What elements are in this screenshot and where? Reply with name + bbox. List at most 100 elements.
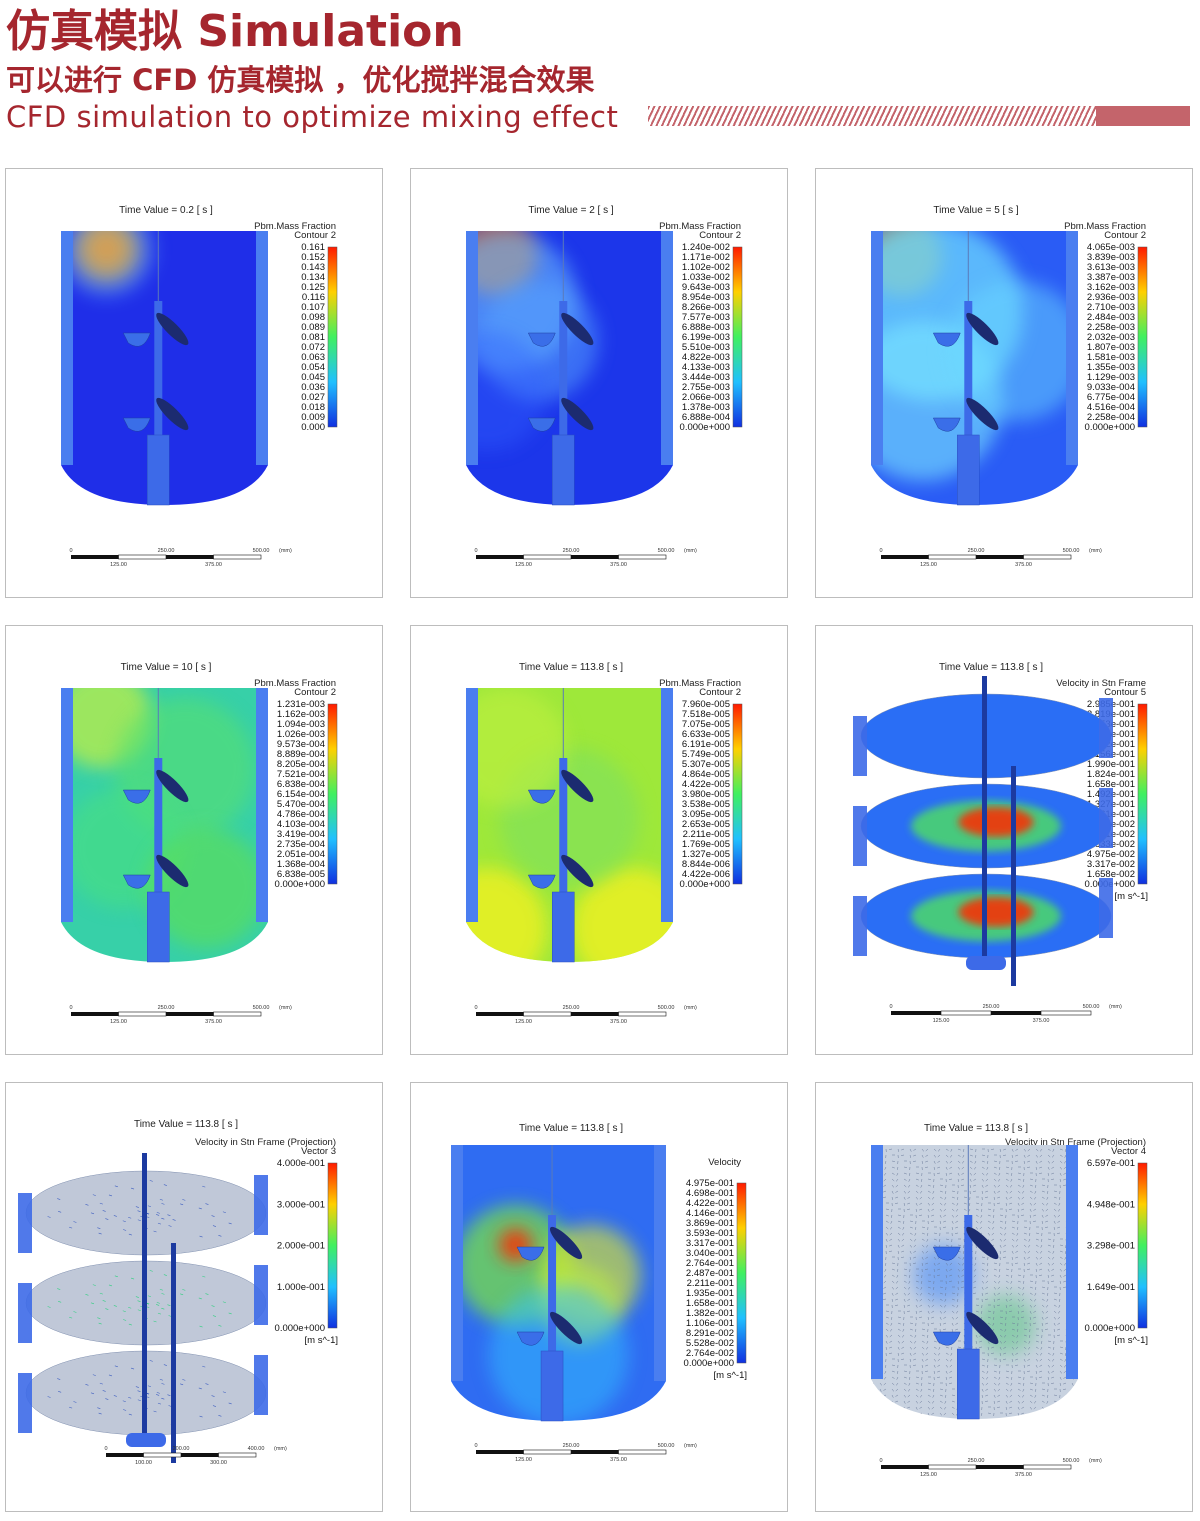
simulation-figure: Time Value = 2 [ s ] Pbm.Mass FractionCon… (466, 205, 743, 568)
simulation-figure: Time Value = 113.8 [ s ] Velocity in Stn … (853, 662, 1148, 1024)
simulation-panel-5: Time Value = 113.8 [ s ] Pbm.Mass Fractio… (410, 625, 788, 1055)
legend-value: 0.027 (301, 392, 325, 403)
tank-geometry (451, 1145, 666, 1422)
legend-value: 3.000e-001 (277, 1199, 325, 1210)
scale-bar-label: 375.00 (610, 1457, 627, 1463)
color-legend-bar (732, 246, 743, 428)
legend-value: 4.864e-005 (682, 769, 730, 780)
legend-value: 0.081 (301, 332, 325, 343)
scale-bar-label: 375.00 (610, 1019, 627, 1025)
legend-subtitle: Vector 4 (1111, 1146, 1146, 1157)
color-legend-bar (327, 1162, 338, 1329)
page-subtitle-en: CFD simulation to optimize mixing effect (6, 100, 619, 134)
legend-value: 0.152 (301, 252, 325, 263)
scale-bar-label: 0 (474, 548, 477, 554)
time-value-label: Time Value = 5 [ s ] (933, 205, 1019, 216)
simulation-figure: Time Value = 113.8 [ s ] Velocity in Stn … (18, 1119, 339, 1466)
legend-value: 0.125 (301, 282, 325, 293)
legend-value: 4.786e-004 (277, 809, 325, 820)
legend-title: Pbm.Mass Fraction (254, 221, 336, 232)
tank-geometry (466, 688, 673, 963)
legend-title: Velocity in Stn Frame (1056, 678, 1146, 689)
scale-bar-label: 125.00 (515, 562, 532, 568)
legend-value: 3.839e-003 (1087, 252, 1135, 263)
scale-bar-label: 250.00 (158, 1005, 175, 1011)
legend-value: 1.033e-002 (682, 272, 730, 283)
legend-value: 8.266e-003 (682, 302, 730, 313)
legend-value: 2.755e-003 (682, 382, 730, 393)
legend-value: 1.378e-003 (682, 402, 730, 413)
scale-bar-label: 400.00 (248, 1446, 265, 1452)
scale-bar-label: 250.00 (563, 1005, 580, 1011)
scale-bar-label: (mm) (274, 1446, 287, 1452)
legend-value: 3.869e-001 (686, 1218, 734, 1229)
legend-value: 4.422e-006 (682, 869, 730, 880)
legend-value: 1.162e-003 (277, 709, 325, 720)
legend-value: 5.307e-005 (682, 759, 730, 770)
scale-bar-label: 375.00 (205, 1019, 222, 1025)
legend-value: 4.103e-004 (277, 819, 325, 830)
scale-bar-label: (mm) (684, 1005, 697, 1011)
legend-title: Velocity (708, 1157, 741, 1168)
legend-value: 6.888e-004 (682, 412, 730, 423)
scale-bar-label: 125.00 (515, 1019, 532, 1025)
legend-value: 0.107 (301, 302, 325, 313)
legend-value: 4.948e-001 (1087, 1199, 1135, 1210)
legend-value: 2.936e-003 (1087, 292, 1135, 303)
scale-bar-label: 500.00 (253, 1005, 270, 1011)
color-legend-bar (736, 1182, 747, 1364)
legend-value: 4.000e-001 (277, 1158, 325, 1169)
legend-subtitle: Vector 3 (301, 1146, 336, 1157)
scale-bar-label: 125.00 (920, 1472, 937, 1478)
legend-value: 6.191e-005 (682, 739, 730, 750)
time-value-label: Time Value = 2 [ s ] (528, 205, 614, 216)
time-value-label: Time Value = 0.2 [ s ] (119, 205, 213, 216)
time-value-label: Time Value = 113.8 [ s ] (134, 1119, 238, 1130)
legend-value: 0.000e+000 (1085, 422, 1135, 433)
time-value-label: Time Value = 113.8 [ s ] (924, 1123, 1028, 1134)
legend-value: 0.000e+000 (275, 1323, 325, 1334)
decorative-stripe (648, 106, 1096, 126)
legend-value: 0.018 (301, 402, 325, 413)
legend-value: 2.653e-005 (682, 819, 730, 830)
legend-value: 0.000e+000 (1085, 1323, 1135, 1334)
time-value-label: Time Value = 113.8 [ s ] (519, 1123, 623, 1134)
legend-value: 0.098 (301, 312, 325, 323)
legend-value: 1.658e-002 (1087, 869, 1135, 880)
legend-value: 3.387e-003 (1087, 272, 1135, 283)
legend-value: 1.171e-002 (682, 252, 730, 263)
legend-value: 5.470e-004 (277, 799, 325, 810)
legend-value: 4.065e-003 (1087, 242, 1135, 253)
color-legend-bar (1137, 246, 1148, 428)
simulation-panel-3: Time Value = 5 [ s ] Pbm.Mass Fraction Con… (815, 168, 1193, 598)
scale-bar-label: 500.00 (658, 1443, 675, 1449)
legend-value: 4.133e-003 (682, 362, 730, 373)
legend-title: Velocity in Stn Frame (Projection) (1005, 1137, 1146, 1148)
time-value-label: Time Value = 10 [ s ] (121, 662, 212, 673)
legend-value: 6.633e-005 (682, 729, 730, 740)
time-value-label: Time Value = 113.8 [ s ] (519, 662, 623, 673)
legend-value: 2.710e-003 (1087, 302, 1135, 313)
legend-unit: [m s^-1] (305, 1335, 339, 1346)
legend-value: 0.116 (302, 292, 325, 303)
legend-value: 0.161 (301, 242, 325, 253)
color-legend-bar (1137, 703, 1148, 885)
legend-value: 9.033e-004 (1087, 382, 1135, 393)
legend-value: 8.889e-004 (277, 749, 325, 760)
decorative-stripe-solid (1096, 106, 1190, 126)
simulation-panel-6: Time Value = 113.8 [ s ] Velocity in Stn … (815, 625, 1193, 1055)
scale-bar-label: 125.00 (920, 562, 937, 568)
simulation-figure: Time Value = 113.8 [ s ] Velocity in Stn … (871, 1123, 1149, 1478)
legend-value: 1.231e-003 (277, 699, 325, 710)
legend-value: 4.698e-001 (686, 1188, 734, 1199)
scale-bar-label: 375.00 (1033, 1018, 1050, 1024)
legend-unit: [m s^-1] (1115, 1335, 1149, 1346)
scale-bar-label: 500.00 (658, 1005, 675, 1011)
scale-bar: 0 200.00 400.00 (mm) 100.00 300.00 (104, 1446, 287, 1466)
legend-value: 2.764e-002 (686, 1348, 734, 1359)
tank-geometry (61, 688, 268, 963)
simulation-figure: Time Value = 113.8 [ s ] Pbm.Mass Fractio… (466, 662, 743, 1025)
legend-value: 0.000 (301, 422, 325, 433)
legend-value: 7.521e-004 (277, 769, 325, 780)
legend-value: 0.072 (301, 342, 325, 353)
